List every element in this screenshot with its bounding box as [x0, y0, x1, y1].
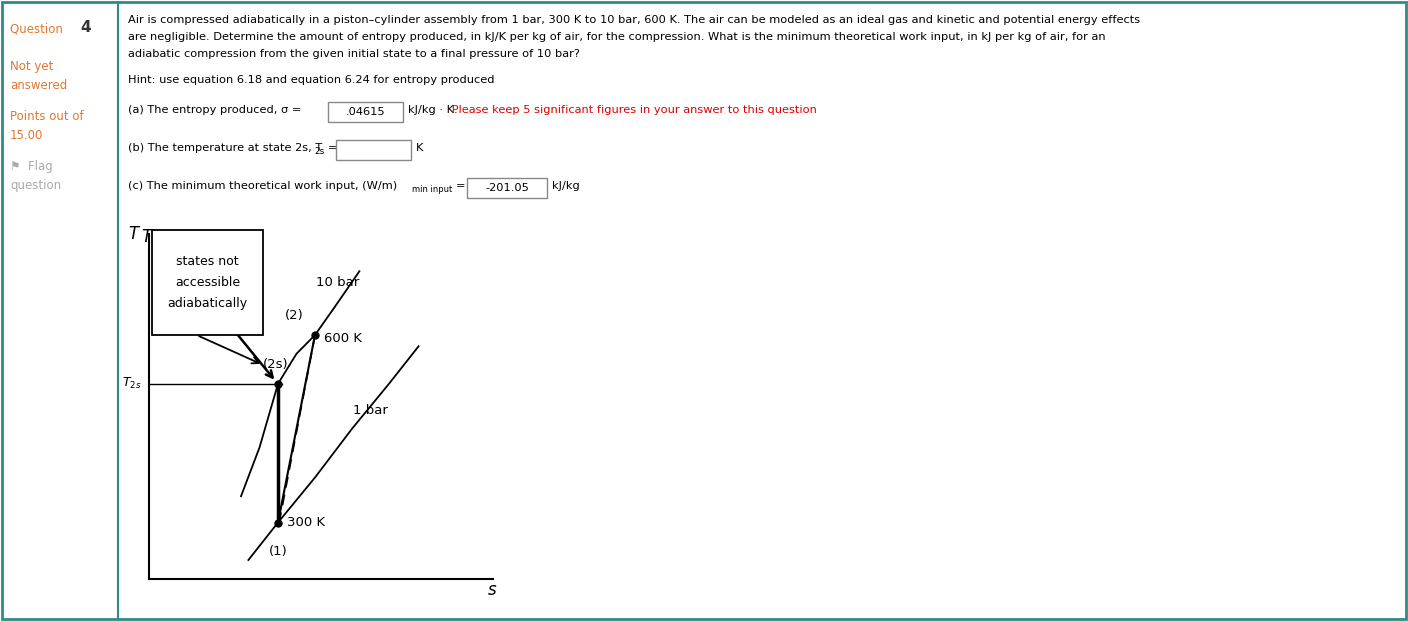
- Text: Hint: use equation 6.18 and equation 6.24 for entropy produced: Hint: use equation 6.18 and equation 6.2…: [128, 75, 494, 85]
- Text: are negligible. Determine the amount of entropy produced, in kJ/K per kg of air,: are negligible. Determine the amount of …: [128, 32, 1105, 42]
- Text: states not
accessible
adiabatically: states not accessible adiabatically: [168, 255, 248, 310]
- Text: 1 bar: 1 bar: [353, 404, 389, 417]
- Text: adiabatic compression from the given initial state to a final pressure of 10 bar: adiabatic compression from the given ini…: [128, 49, 580, 59]
- Text: Question: Question: [10, 22, 66, 35]
- Text: 300 K: 300 K: [287, 516, 325, 529]
- Text: Air is compressed adiabatically in a piston–cylinder assembly from 1 bar, 300 K : Air is compressed adiabatically in a pis…: [128, 15, 1140, 25]
- Text: kJ/kg: kJ/kg: [552, 181, 580, 191]
- Text: 4: 4: [80, 20, 90, 35]
- Text: (1): (1): [269, 545, 287, 558]
- Text: $T_{2s}$: $T_{2s}$: [197, 297, 218, 313]
- Text: =: =: [456, 181, 466, 191]
- Text: Points out of
15.00: Points out of 15.00: [10, 110, 83, 142]
- Text: Please keep 5 significant figures in your answer to this question: Please keep 5 significant figures in you…: [448, 105, 817, 115]
- Text: $T$: $T$: [141, 228, 155, 246]
- Text: (2s): (2s): [263, 358, 289, 371]
- Text: 2s: 2s: [314, 147, 324, 156]
- Text: ⚑  Flag
question: ⚑ Flag question: [10, 160, 61, 192]
- Text: (c) The minimum theoretical work input, (W/m): (c) The minimum theoretical work input, …: [128, 181, 397, 191]
- Text: (a) The entropy produced, σ =: (a) The entropy produced, σ =: [128, 105, 306, 115]
- Text: K: K: [415, 143, 424, 153]
- Text: min input: min input: [413, 185, 452, 194]
- Bar: [467, 178, 546, 198]
- Text: -201.05: -201.05: [486, 183, 529, 193]
- Text: s: s: [489, 581, 497, 599]
- Text: (2): (2): [286, 309, 304, 322]
- Text: T: T: [128, 225, 139, 243]
- Text: (b) The temperature at state 2s, T: (b) The temperature at state 2s, T: [128, 143, 322, 153]
- Text: kJ/kg · K.: kJ/kg · K.: [408, 105, 458, 115]
- Text: $T_{2s}$: $T_{2s}$: [121, 376, 141, 391]
- Text: =: =: [328, 143, 338, 153]
- Text: 10 bar: 10 bar: [315, 276, 359, 289]
- Bar: [337, 140, 411, 160]
- Bar: [328, 102, 403, 122]
- Text: 600 K: 600 K: [324, 332, 362, 345]
- Bar: [152, 230, 263, 335]
- Text: .04615: .04615: [346, 107, 386, 117]
- Text: Not yet
answered: Not yet answered: [10, 60, 68, 92]
